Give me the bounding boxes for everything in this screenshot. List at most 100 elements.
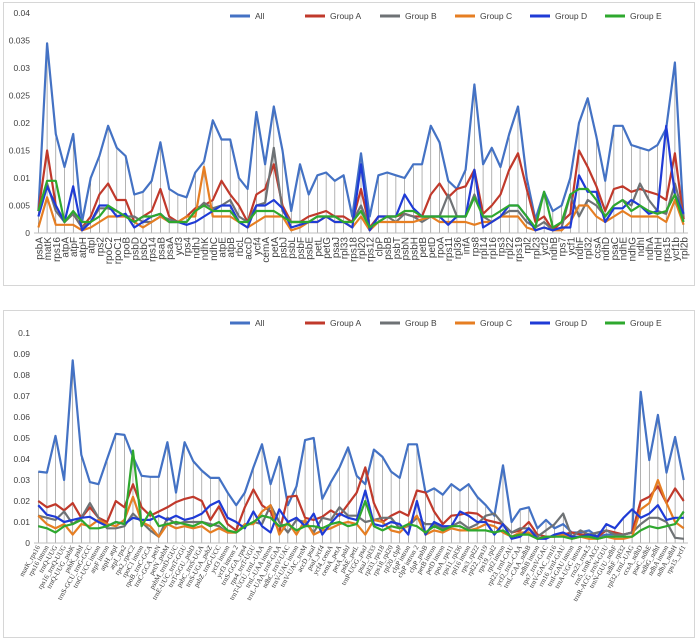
x-tick-label: psaC: [610, 237, 621, 260]
x-tick-label: accD: [244, 237, 255, 260]
x-tick-label: rpl33: [340, 237, 351, 260]
x-tick-label: atpF: [69, 237, 80, 257]
x-tick-label: rpl32: [584, 237, 595, 260]
y-tick-label: 0.04: [13, 8, 30, 18]
series-line-all: [37, 42, 685, 224]
x-tick-label: rpl2: [523, 237, 534, 254]
x-tick-label: rps15: [662, 237, 673, 262]
chart-bottom-svg: All Group A Group B Group C Group D Group E00…: [13, 318, 688, 603]
x-tick-label: petB: [418, 237, 429, 258]
x-tick-label: psbF: [296, 237, 307, 259]
x-tick-label: rps11: [444, 237, 455, 262]
x-tick-label: cemA: [261, 237, 272, 263]
x-tick-label: psbN: [401, 237, 412, 260]
x-tick-label: rbcL: [235, 237, 246, 257]
x-tick-label: rps12: [366, 237, 377, 262]
x-tick-label: ndhK: [200, 237, 211, 261]
x-tick-label: ndhA: [645, 237, 656, 261]
x-tick-label: rps7: [558, 237, 569, 257]
drop-lines: [38, 360, 684, 543]
x-tick-label: ndhE: [619, 237, 630, 261]
y-axis: 0 0.005 0.01 0.015 0.02 0.025 0.03 0.035 0.04: [9, 8, 31, 238]
legend-label-group-b: Group B: [405, 318, 437, 328]
x-tick-label: atpE: [217, 237, 228, 258]
y-tick-label: 0.015: [9, 146, 31, 156]
x-tick-label: rpl14: [479, 237, 490, 260]
x-tick-label: rps4: [183, 237, 194, 257]
series-line-group-d: [37, 124, 685, 232]
x-axis: psbAmatKrps16atpAatpFatpHatpIrps2rpoC2rp…: [34, 237, 690, 265]
x-tick-label: matK: [43, 237, 54, 261]
x-tick-label: rps3: [497, 237, 508, 257]
y-axis: 0 0.01 0.02 0.03 0.04 0.05 0.06 0.07 0.08 0.09 0.1: [13, 328, 30, 548]
series-line-group-e: [37, 179, 685, 229]
legend-label-group-e: Group E: [630, 11, 662, 21]
x-tick-label: psaB: [156, 237, 167, 260]
legend-label-group-d: Group D: [555, 11, 587, 21]
x-tick-label: rpoA: [435, 237, 446, 258]
series-lines: [37, 359, 685, 540]
x-tick-label: ycf1b: [671, 237, 682, 261]
x-tick-label: ndhC: [209, 237, 220, 261]
x-tick-label: psbE: [305, 237, 316, 260]
x-tick-label: ndhJ: [191, 237, 202, 259]
x-tick-label: ccsA: [592, 237, 603, 259]
x-tick-label: rps2: [95, 237, 106, 257]
x-tick-label: rps16: [52, 237, 63, 262]
x-tick-label: ycf4: [252, 237, 263, 256]
y-tick-label: 0.035: [9, 36, 31, 46]
legend-label-group-a: Group A: [330, 11, 362, 21]
legend-label-group-c: Group C: [480, 318, 512, 328]
y-tick-label: 0.025: [9, 91, 31, 101]
y-tick-label: 0.1: [18, 328, 30, 338]
x-tick-label: petA: [270, 237, 281, 258]
x-tick-label: psbL: [287, 237, 298, 259]
x-tick-label: psaJ: [331, 237, 342, 258]
legend-label-group-e: Group E: [630, 318, 662, 328]
x-tick-label: psbT: [392, 237, 403, 259]
series-line-group-c: [37, 165, 685, 232]
x-tick-label: psbD: [130, 237, 141, 260]
x-tick-label: atpH: [78, 237, 89, 258]
chart-top-svg: All Group A Group B Group C Group D Group E00…: [9, 8, 691, 265]
y-tick-label: 0.05: [13, 433, 30, 443]
x-tick-label: petL: [313, 237, 324, 257]
legend: All Group A Group B Group C Group D Group E: [230, 318, 662, 328]
legend-label-all: All: [255, 11, 265, 21]
x-tick-label: petD: [427, 237, 438, 258]
x-tick-label: ndhF: [575, 237, 586, 260]
x-tick-label: rps18: [348, 237, 359, 262]
x-tick-label: rpl2b: [680, 237, 691, 260]
x-tick-label: rpl36: [453, 237, 464, 260]
x-tick-label: atpA: [61, 237, 72, 258]
x-tick-label: psbB: [383, 237, 394, 260]
x-tick-label: ndhG: [627, 237, 638, 262]
series-lines: [37, 42, 685, 232]
x-tick-label: ycf2: [540, 237, 551, 256]
y-tick-label: 0.005: [9, 201, 31, 211]
x-tick-label: atpB: [226, 237, 237, 258]
y-tick-label: 0.08: [13, 370, 30, 380]
y-tick-label: 0.06: [13, 412, 30, 422]
y-tick-label: 0.09: [13, 349, 30, 359]
x-tick-label: psbH: [409, 237, 420, 260]
legend: All Group A Group B Group C Group D Group E: [230, 11, 662, 21]
x-tick-label: rpl22: [505, 237, 516, 260]
legend-label-group-d: Group D: [555, 318, 587, 328]
legend-label-group-b: Group B: [405, 11, 437, 21]
x-tick-label: rps14: [148, 237, 159, 262]
x-tick-label: rpoC2: [104, 237, 115, 265]
x-tick-label: infA: [462, 237, 473, 255]
y-tick-label: 0.02: [13, 496, 30, 506]
legend-label-group-a: Group A: [330, 318, 362, 328]
x-tick-label: ndhI: [636, 237, 647, 256]
x-tick-label: atpI: [87, 237, 98, 254]
x-tick-label: rpoC1: [113, 237, 124, 265]
x-tick-label: rpl16: [488, 237, 499, 260]
y-tick-label: 0.07: [13, 391, 30, 401]
x-tick-label: ndhH: [653, 237, 664, 261]
y-tick-label: 0: [25, 538, 30, 548]
x-tick-label: petG: [322, 237, 333, 259]
